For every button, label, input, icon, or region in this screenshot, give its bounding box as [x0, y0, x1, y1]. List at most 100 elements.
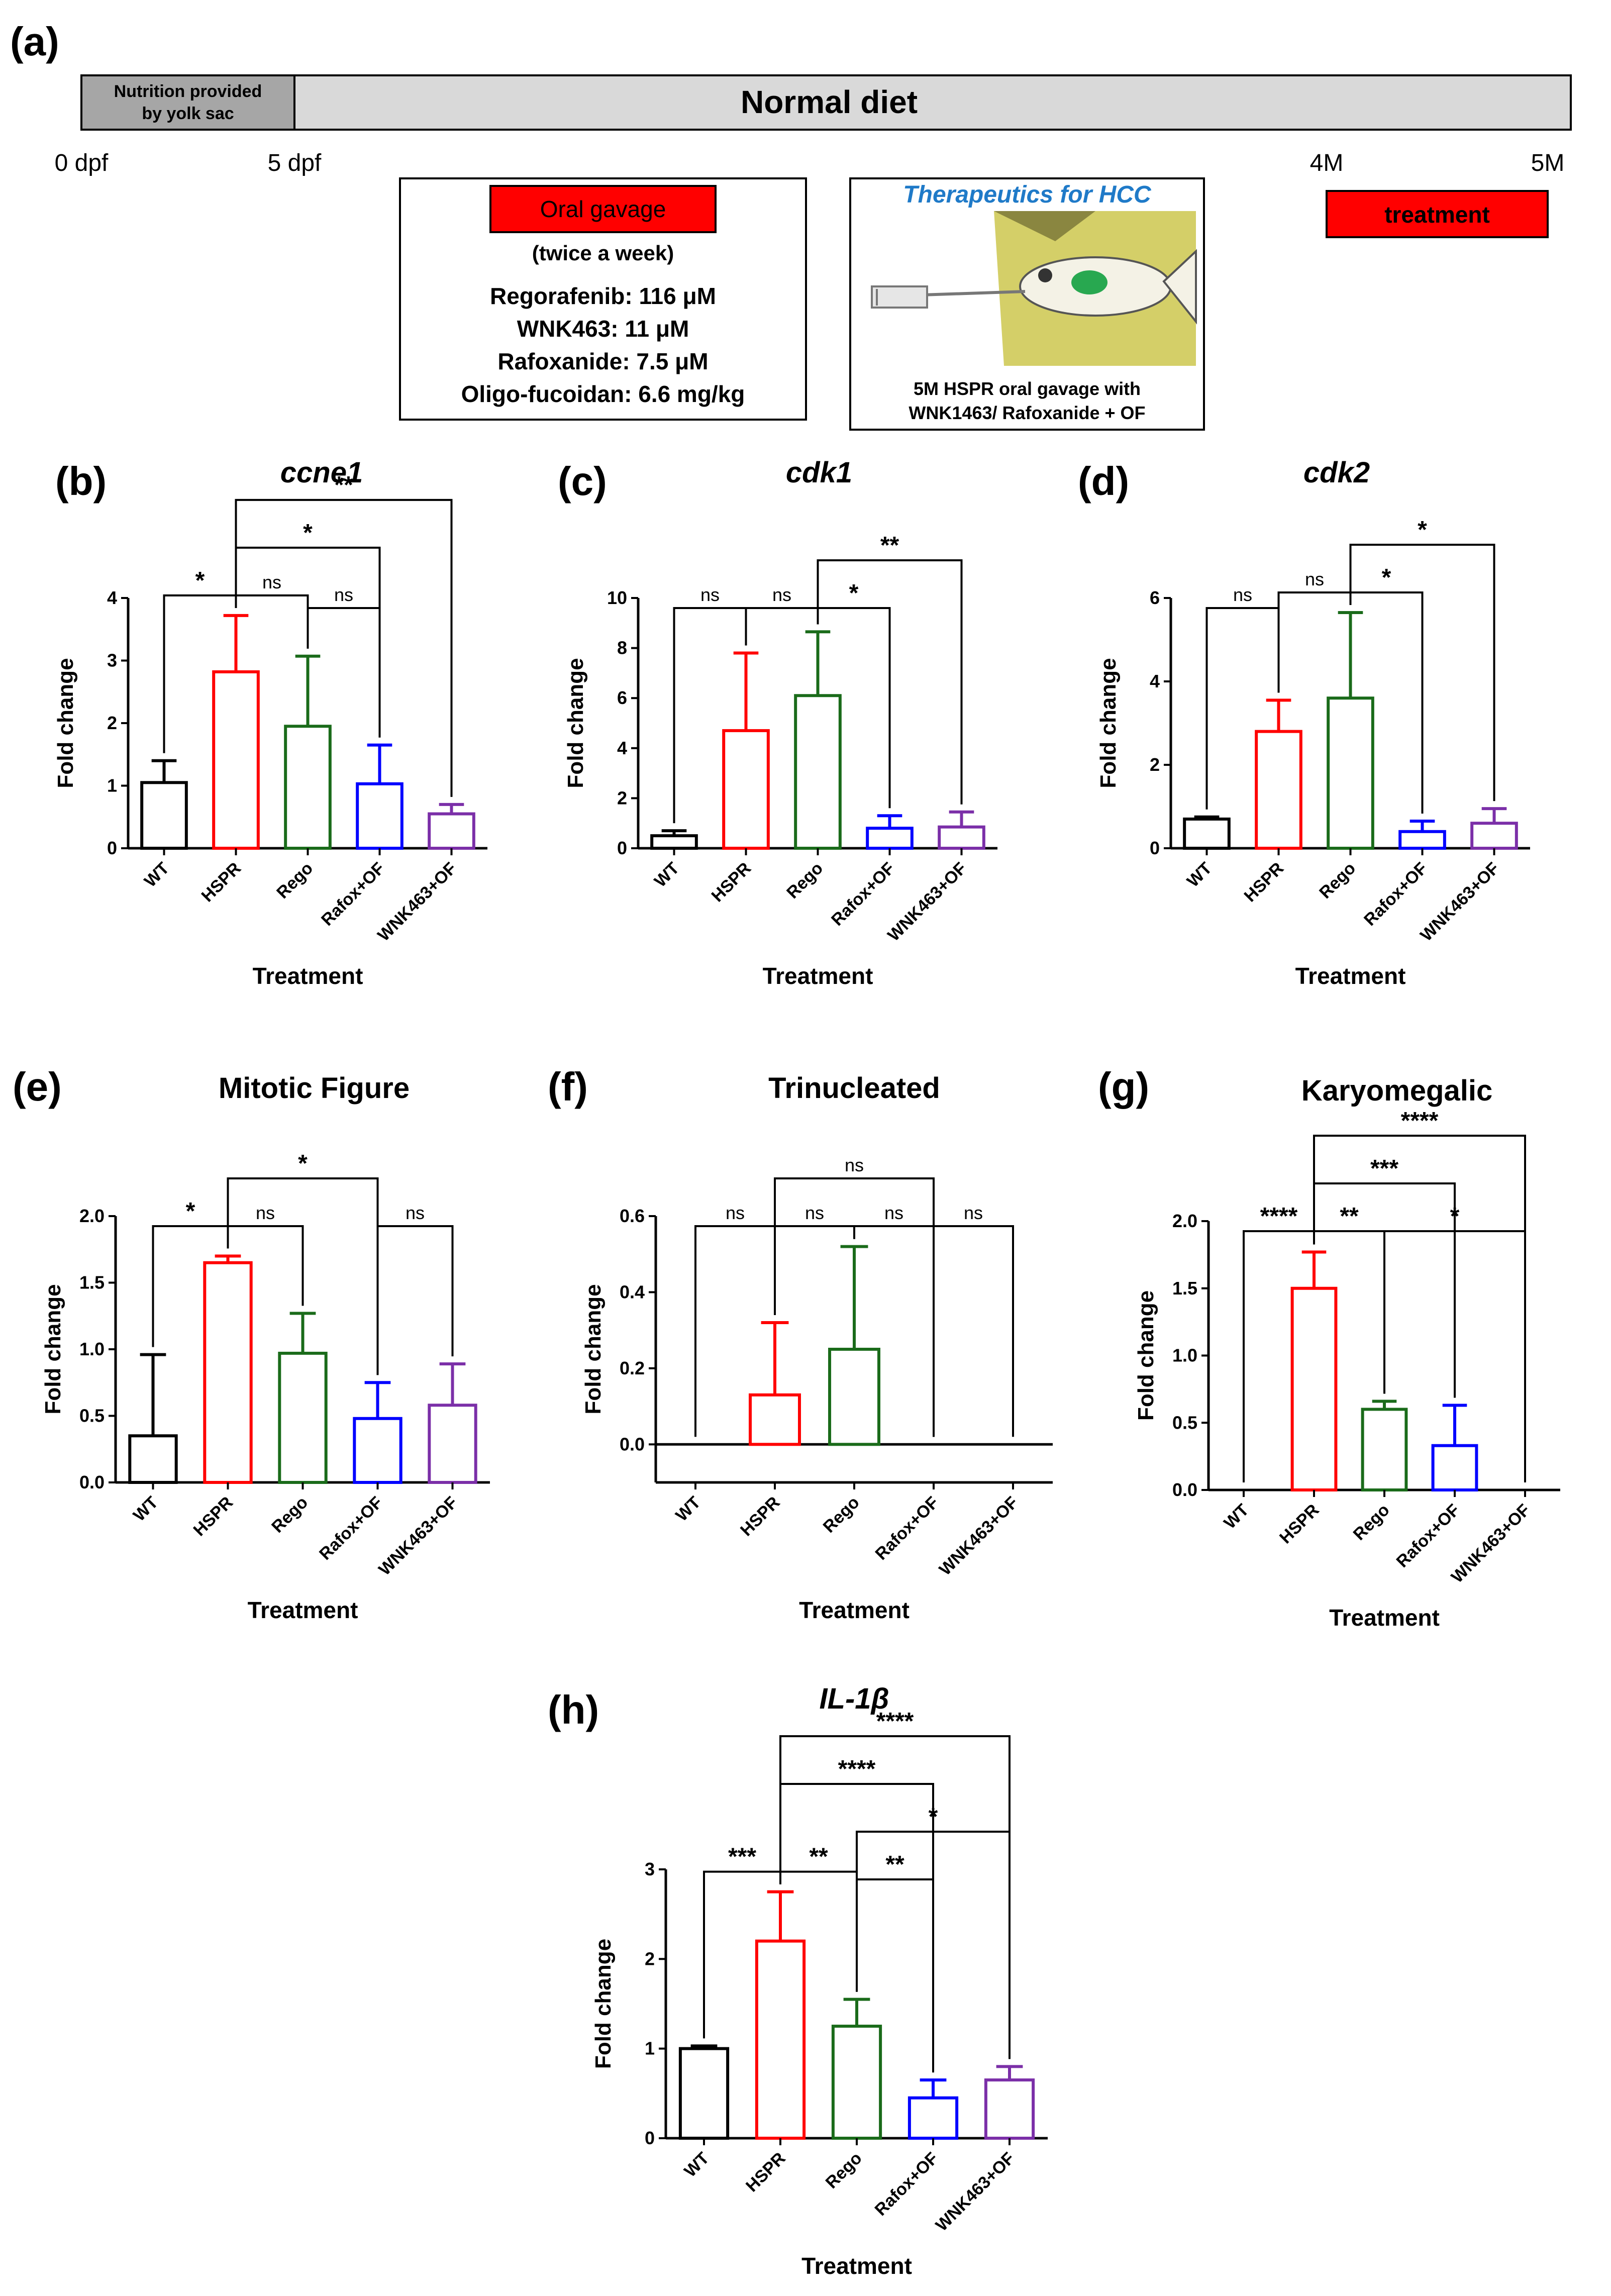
bar-rego [831, 2025, 882, 2140]
significance-bracket [774, 1177, 935, 1437]
y-axis-label: Fold change [1096, 658, 1121, 788]
oral-gavage-frequency: (twice a week) [532, 241, 674, 265]
chart-d: (d) cdk2 0 2 4 6 Fold change WT HSPR Rego Rafox+OF… [1078, 456, 1530, 989]
significance-bracket [307, 607, 381, 738]
y-tick-label: 6 [1150, 587, 1160, 608]
x-tick-label: WNK463+OF [936, 1493, 1022, 1579]
y-axis-label: Fold change [563, 658, 588, 788]
bar-rego [1361, 1408, 1408, 1491]
significance-label: ns [884, 1203, 903, 1223]
significance-label: * [1382, 564, 1391, 591]
chart-title: ccne1 [280, 456, 363, 489]
x-tick-label: Rafox+OF [1360, 859, 1431, 930]
y-tick-label: 4 [107, 587, 117, 608]
y-tick-label: 0.5 [79, 1406, 105, 1426]
bar-wnk463-of [1470, 822, 1518, 850]
tick-0dpf: 0 dpf [55, 150, 109, 176]
chart-b: (b) ccne1 0 1 2 3 4 Fold change WT HSPR Rego Rafox+… [53, 456, 487, 989]
bar-rego [284, 725, 332, 850]
significance-bracket [227, 1225, 304, 1306]
treatment-bar [1326, 190, 1549, 238]
y-axis-label: Fold change [581, 1284, 606, 1414]
x-tick-label: WNK463+OF [932, 2149, 1019, 2235]
x-axis-label: Treatment [1295, 963, 1406, 989]
y-tick-label: 1.5 [1172, 1278, 1197, 1299]
significance-bracket [1277, 591, 1352, 693]
chart-title: cdk2 [1303, 456, 1370, 489]
x-tick-label: Rafox+OF [318, 859, 388, 930]
significance-bracket [376, 1225, 454, 1375]
significance-label: * [303, 520, 313, 546]
x-tick-label: WT [651, 859, 683, 891]
bar-rafox-of [866, 827, 914, 850]
yolk-label-line2: by yolk sac [142, 104, 234, 123]
significance-bracket [745, 607, 819, 646]
panel-label: (f) [548, 1064, 588, 1109]
chart-title: IL-1β [819, 1682, 889, 1715]
y-tick-label: 0.5 [1172, 1412, 1197, 1433]
timeline-panel: (a) Nutrition provided by yolk sac Norma… [10, 19, 1572, 238]
chart-e: (e) Mitotic Figure 0.0 0.5 1.0 1.5 2.0 Fold cha… [13, 1064, 490, 1623]
bar-wnk463-of [428, 812, 475, 850]
significance-bracket [1349, 591, 1424, 814]
bar-rafox-of [356, 782, 404, 850]
tick-4m: 4M [1310, 150, 1344, 176]
y-tick-label: 0 [645, 2128, 655, 2148]
significance-bracket [1349, 544, 1495, 802]
significance-bracket [152, 1225, 229, 1347]
x-axis-label: Treatment [799, 1597, 910, 1623]
significance-label: ns [262, 572, 281, 592]
x-tick-label: Rafox+OF [872, 1493, 943, 1564]
bar-rego [278, 1351, 328, 1484]
bar-hspr [203, 1261, 253, 1484]
chart-title: Karyomegalic [1301, 1074, 1492, 1107]
panel-label: (h) [548, 1687, 599, 1732]
y-tick-label: 2 [617, 787, 627, 808]
x-tick-label: WT [141, 859, 173, 891]
x-tick-label: WT [1183, 859, 1216, 891]
x-tick-label: HSPR [197, 859, 245, 906]
bar-wt [128, 1434, 178, 1484]
y-tick-label: 1.0 [1172, 1345, 1197, 1366]
normal-diet-bar [293, 74, 1572, 131]
y-tick-label: 0 [107, 838, 117, 858]
yolk-label-line1: Nutrition provided [114, 82, 262, 101]
significance-label: ns [1305, 569, 1324, 589]
zebrafish-gavage-icon [871, 211, 1197, 366]
bar-rafox-of [1398, 830, 1446, 850]
x-tick-label: HSPR [742, 2149, 789, 2196]
significance-label: ns [700, 584, 720, 605]
significance-label: * [1418, 517, 1427, 543]
y-tick-label: 3 [645, 1859, 655, 1879]
y-axis-label: Fold change [1134, 1290, 1158, 1421]
significance-label: ** [809, 1844, 828, 1870]
x-axis-label: Treatment [801, 2253, 912, 2279]
panel-label: (b) [55, 459, 107, 504]
bar-rafox-of [1431, 1444, 1478, 1492]
y-tick-label: 10 [607, 587, 627, 608]
x-tick-label: Rego [820, 1493, 863, 1537]
significance-label: ns [334, 584, 353, 605]
significance-label: ns [406, 1203, 425, 1223]
x-tick-label: HSPR [189, 1493, 237, 1540]
significance-bracket [856, 1878, 934, 2073]
therapeutics-caption-line1: 5M HSPR oral gavage with [914, 378, 1141, 399]
dose-rafoxanide: Rafoxanide: 7.5 μM [497, 348, 708, 374]
significance-label: ns [772, 584, 791, 605]
y-tick-label: 0.0 [1172, 1479, 1197, 1500]
x-tick-label: HSPR [708, 859, 755, 906]
chart-title: Trinucleated [768, 1072, 940, 1105]
y-tick-label: 6 [617, 687, 627, 708]
oral-gavage-title: Oral gavage [540, 196, 666, 222]
y-axis-label: Fold change [591, 1939, 616, 2069]
panel-label-a: (a) [10, 19, 59, 64]
treatment-label: treatment [1384, 202, 1490, 228]
y-tick-label: 2 [1150, 754, 1160, 775]
bar-wnk463-of [984, 2078, 1035, 2140]
bar-hspr [755, 1939, 806, 2140]
significance-label: ns [805, 1203, 824, 1223]
panel-label: (d) [1078, 459, 1129, 504]
bar-rego [794, 694, 842, 850]
